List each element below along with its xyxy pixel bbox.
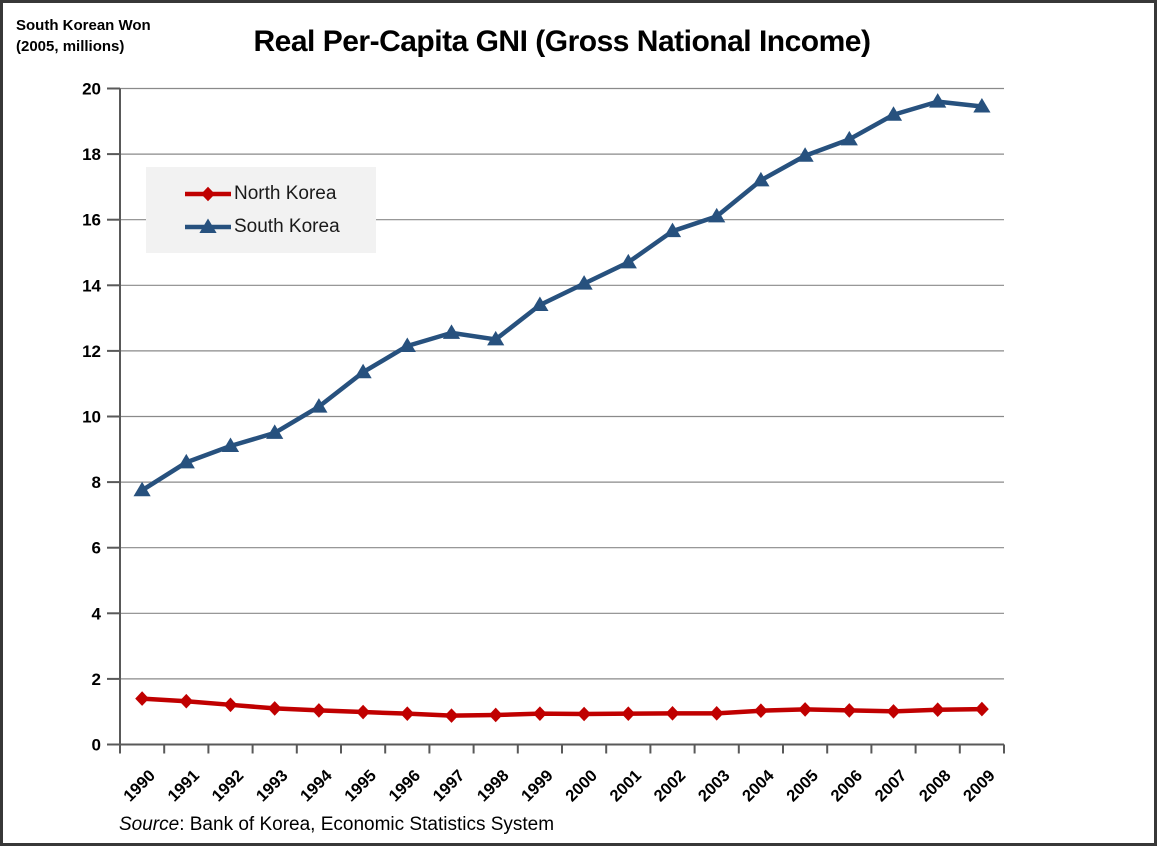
south-korea-line-triangle-icon — [185, 218, 231, 233]
y-axis-unit-label: South Korean Won (2005, millions) — [16, 15, 151, 57]
x-tick-label: 2004 — [739, 766, 778, 805]
x-tick-label: 2001 — [606, 767, 645, 806]
y-tick-label: 20 — [82, 80, 101, 99]
x-tick-label: 2002 — [651, 767, 690, 806]
x-tick-label: 1992 — [209, 767, 248, 806]
series-south-korea — [133, 93, 991, 497]
x-tick-label: 1995 — [341, 767, 380, 806]
x-tick-label: 2000 — [562, 767, 601, 806]
y-axis-unit-line1: South Korean Won — [16, 17, 151, 34]
north-korea-line-diamond-icon — [185, 186, 231, 201]
x-tick-label: 1991 — [164, 767, 203, 806]
legend-item-north-korea: North Korea — [184, 183, 376, 205]
x-tick-label: 2007 — [872, 767, 911, 806]
x-tick-label: 2009 — [960, 767, 999, 806]
legend-label-north-korea: North Korea — [234, 182, 337, 204]
x-tick-label: 1994 — [297, 766, 336, 805]
legend: North Korea South Korea — [146, 167, 376, 253]
x-tick-label: 2003 — [695, 767, 734, 806]
legend-label-south-korea: South Korea — [234, 215, 340, 237]
y-tick-label: 2 — [92, 670, 101, 689]
source-note: Source: Bank of Korea, Economic Statisti… — [119, 814, 554, 836]
x-tick-label: 1998 — [474, 767, 513, 806]
x-tick-label: 1997 — [430, 767, 469, 806]
source-text: : Bank of Korea, Economic Statistics Sys… — [179, 814, 555, 835]
y-tick-label: 18 — [82, 145, 101, 164]
x-tick-label: 1990 — [120, 767, 159, 806]
series-north-korea — [135, 691, 989, 723]
y-tick-label: 4 — [92, 604, 102, 623]
x-tick-label: 1999 — [518, 767, 557, 806]
y-tick-label: 6 — [92, 539, 101, 558]
y-tick-label: 8 — [92, 473, 101, 492]
y-axis-unit-line2: (2005, millions) — [16, 38, 125, 55]
source-label: Source — [119, 814, 180, 835]
x-tick-label: 2006 — [827, 767, 866, 806]
x-tick-label: 2005 — [783, 767, 822, 806]
y-tick-label: 0 — [92, 736, 101, 755]
y-tick-label: 16 — [82, 211, 101, 230]
legend-item-south-korea: South Korea — [184, 216, 376, 238]
x-tick-label: 1993 — [253, 767, 292, 806]
y-tick-label: 12 — [82, 342, 101, 361]
x-tick-label: 1996 — [385, 767, 424, 806]
y-tick-label: 14 — [82, 276, 101, 295]
chart-title: Real Per-Capita GNI (Gross National Inco… — [253, 25, 871, 58]
x-tick-label: 2008 — [916, 767, 955, 806]
y-tick-label: 10 — [82, 408, 101, 427]
